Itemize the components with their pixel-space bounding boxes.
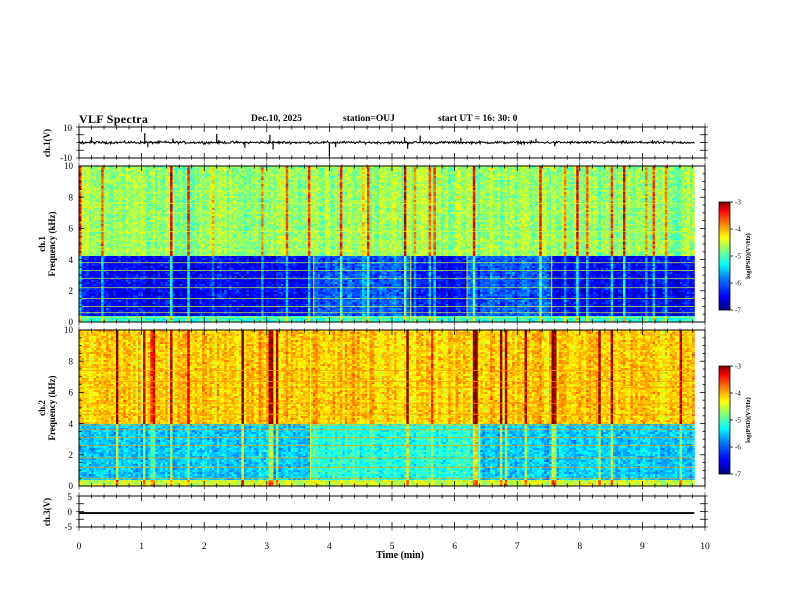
colorbar-tick-label: -7 xyxy=(735,471,741,479)
time-tick-label: 1 xyxy=(139,542,144,552)
frequency-tick-label: 0 xyxy=(69,481,74,491)
colorbar-tick-label: -5 xyxy=(735,417,741,425)
figure-title: VLF Spectra xyxy=(79,112,148,127)
waveform-ch3-ylabel: ch.3(V) xyxy=(42,498,52,526)
frequency-tick-label: 0 xyxy=(69,317,74,327)
colorbar-tick-label: -3 xyxy=(735,363,741,371)
colorbar-tick-label: -5 xyxy=(735,253,741,261)
spectrogram-ch1-heatmap xyxy=(79,166,695,323)
colorbar-ch2 xyxy=(718,365,731,475)
spectrogram-ch1-frame xyxy=(78,165,706,323)
colorbar-tick-label: -7 xyxy=(735,307,741,315)
colorbar-ch1 xyxy=(718,201,731,311)
colorbar-ch1-label: log(PSD)(V²/Hz) xyxy=(745,233,752,279)
time-axis: 0 1 2 3 4 5 6 7 8 9 10 xyxy=(77,542,710,552)
figure-station: station=OUJ xyxy=(343,114,395,124)
frequency-tick-label: 10 xyxy=(64,325,74,335)
waveform-ch1-spikes xyxy=(90,133,612,157)
time-tick-label: 7 xyxy=(515,542,520,552)
frequency-tick-label: 8 xyxy=(69,192,74,202)
time-tick-label: 5 xyxy=(390,542,395,552)
figure-date: Dec.10, 2025 xyxy=(251,114,302,124)
spectrogram-ch1-ylabel: Frequency (kHz) xyxy=(47,211,57,276)
time-tick-label: 10 xyxy=(700,542,710,552)
colorbar-tick-label: -3 xyxy=(735,199,741,207)
spectrogram-ch2-frame xyxy=(78,329,706,487)
frequency-tick-label: 6 xyxy=(69,388,74,398)
time-axis-label: Time (min) xyxy=(376,550,424,561)
time-tick-label: 3 xyxy=(264,542,269,552)
time-tick-label: 4 xyxy=(327,542,332,552)
colorbar-tick-label: -4 xyxy=(735,390,741,398)
waveform-ch1-ytick-bottom: -10 xyxy=(60,153,72,163)
colorbar-tick-label: -6 xyxy=(735,444,741,452)
waveform-ch1-ylabel: ch.1(V) xyxy=(42,129,52,157)
frequency-tick-label: 6 xyxy=(69,224,74,234)
waveform-ch3-frame xyxy=(78,495,706,528)
waveform-ch1-trace xyxy=(78,139,695,146)
colorbar-ch2-label: log(PSD)(V²/Hz) xyxy=(745,397,752,443)
time-tick-label: 0 xyxy=(77,542,82,552)
waveform-ch3-ytick-bottom: -5 xyxy=(65,522,73,532)
time-tick-label: 9 xyxy=(640,542,645,552)
waveform-ch3-ytick-mid: 0 xyxy=(68,507,73,517)
waveform-ch3-panel: 5 0 -5 ch.3(V) xyxy=(42,492,708,532)
waveform-ch3-ytick-top: 5 xyxy=(68,492,73,502)
spectrogram-ch2-ylabel: Frequency (kHz) xyxy=(47,375,57,440)
frequency-tick-label: 2 xyxy=(69,286,74,296)
frequency-tick-label: 8 xyxy=(69,356,74,366)
figure-start-ut: start UT = 16: 30: 0 xyxy=(438,114,517,124)
waveform-ch3-trace xyxy=(79,512,695,514)
frequency-tick-label: 4 xyxy=(69,419,74,429)
spectrogram-ch1-ylabel-channel: ch.1 xyxy=(37,236,47,252)
frequency-tick-label: 4 xyxy=(69,255,74,265)
waveform-ch1-ytick-top: 10 xyxy=(63,123,73,133)
spectrogram-ch2-ylabel-channel: ch.2 xyxy=(37,400,47,416)
time-tick-label: 2 xyxy=(202,542,207,552)
waveform-ch1-frame xyxy=(78,126,706,159)
spectrogram-ch2-heatmap xyxy=(79,330,695,487)
frequency-tick-label: 10 xyxy=(64,161,74,171)
colorbar-tick-label: -6 xyxy=(735,280,741,288)
colorbar-tick-label: -4 xyxy=(735,226,741,234)
waveform-ch1-panel: 10 -10 ch.1(V) xyxy=(42,123,708,163)
frequency-tick-label: 2 xyxy=(69,450,74,460)
time-tick-label: 8 xyxy=(577,542,582,552)
time-tick-label: 6 xyxy=(452,542,457,552)
